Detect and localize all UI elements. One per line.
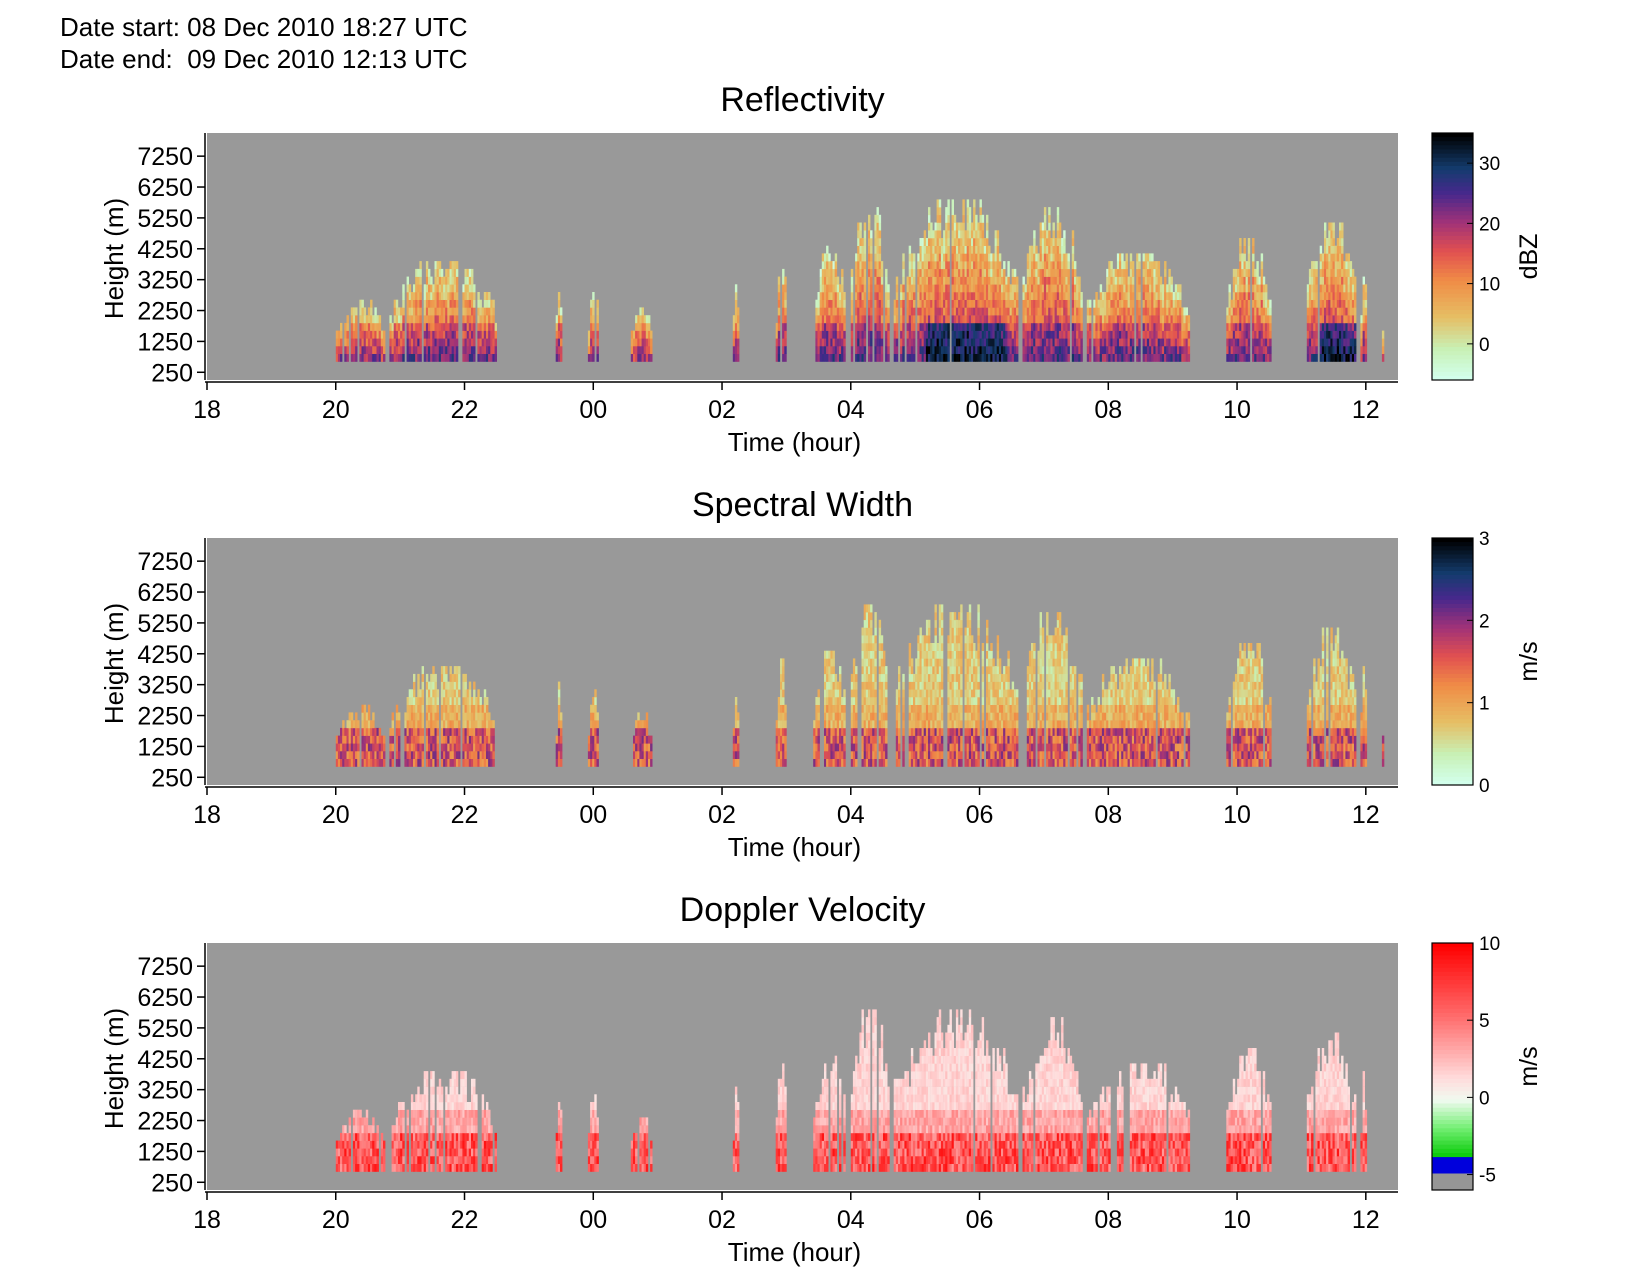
x-tick-label: 18: [193, 801, 221, 829]
y-tick-label: 5250: [137, 205, 193, 233]
x-tick-label: 04: [837, 1206, 865, 1234]
x-tick-label: 20: [322, 801, 350, 829]
x-tick-label: 12: [1352, 801, 1380, 829]
y-axis-label: Height (m): [99, 603, 129, 724]
x-tick-label: 12: [1352, 396, 1380, 424]
y-tick-label: 6250: [137, 984, 193, 1012]
colorbar-label: m/s: [1515, 641, 1543, 681]
panel-doppler-velocity: Doppler Velocity250125022503250425052506…: [99, 891, 1543, 1267]
date-start-text: Date start: 08 Dec 2010 18:27 UTC: [60, 12, 468, 42]
colorbar-tick-label: 1: [1479, 694, 1490, 715]
y-tick-label: 2250: [137, 298, 193, 326]
x-tick-label: 22: [451, 1206, 479, 1234]
y-tick-label: 1250: [137, 1138, 193, 1166]
y-tick-label: 2250: [137, 1108, 193, 1136]
y-tick-label: 250: [151, 764, 193, 792]
y-tick-label: 3250: [137, 1077, 193, 1105]
x-tick-label: 10: [1223, 801, 1251, 829]
x-axis-label: Time (hour): [728, 1237, 861, 1267]
colorbar-tick-label: 30: [1479, 154, 1500, 175]
colorbar-tick-label: 2: [1479, 611, 1490, 632]
x-tick-label: 02: [708, 396, 736, 424]
colorbar-tick-label: 0: [1479, 1088, 1490, 1109]
y-tick-label: 1250: [137, 733, 193, 761]
x-axis-label: Time (hour): [728, 427, 861, 457]
y-tick-label: 2250: [137, 703, 193, 731]
x-tick-label: 00: [579, 396, 607, 424]
y-tick-label: 3250: [137, 672, 193, 700]
x-tick-label: 02: [708, 801, 736, 829]
y-tick-label: 5250: [137, 610, 193, 638]
y-tick-label: 4250: [137, 1046, 193, 1074]
x-tick-label: 06: [966, 801, 994, 829]
colorbar-tick-label: 10: [1479, 934, 1500, 955]
y-tick-label: 4250: [137, 641, 193, 669]
date-end-text: Date end: 09 Dec 2010 12:13 UTC: [60, 44, 468, 74]
echo-cells: [335, 604, 1385, 767]
x-tick-label: 02: [708, 1206, 736, 1234]
x-tick-label: 06: [966, 396, 994, 424]
x-tick-label: 22: [451, 801, 479, 829]
y-tick-label: 7250: [137, 953, 193, 981]
x-tick-label: 12: [1352, 1206, 1380, 1234]
x-tick-label: 08: [1094, 801, 1122, 829]
y-tick-label: 6250: [137, 579, 193, 607]
y-axis-label: Height (m): [99, 1008, 129, 1129]
y-tick-label: 5250: [137, 1015, 193, 1043]
echo-cells: [335, 1009, 1368, 1172]
colorbar: 0 1 2 3 m/s: [1431, 529, 1543, 797]
x-tick-label: 00: [579, 801, 607, 829]
x-tick-label: 20: [322, 396, 350, 424]
colorbar-tick-label: -5: [1479, 1166, 1496, 1187]
colorbar-label: dBZ: [1515, 234, 1543, 280]
colorbar: -5 0 5 10 m/s: [1431, 934, 1543, 1191]
x-tick-label: 18: [193, 396, 221, 424]
y-tick-label: 3250: [137, 267, 193, 295]
colorbar: 0 10 20 30 dBZ: [1431, 132, 1543, 381]
colorbar-tick-label: 10: [1479, 275, 1500, 296]
y-tick-label: 250: [151, 359, 193, 387]
plot-area: [207, 943, 1398, 1190]
y-tick-label: 250: [151, 1169, 193, 1197]
y-tick-label: 1250: [137, 328, 193, 356]
x-tick-label: 20: [322, 1206, 350, 1234]
y-tick-label: 7250: [137, 548, 193, 576]
x-tick-label: 04: [837, 801, 865, 829]
y-axis-label: Height (m): [99, 198, 129, 319]
x-tick-label: 08: [1094, 396, 1122, 424]
x-tick-label: 18: [193, 1206, 221, 1234]
y-tick-label: 6250: [137, 174, 193, 202]
echo-cells: [335, 199, 1385, 362]
x-tick-label: 10: [1223, 396, 1251, 424]
colorbar-tick-label: 20: [1479, 214, 1500, 235]
colorbar-tick-label: 0: [1479, 776, 1490, 797]
colorbar-label: m/s: [1515, 1046, 1543, 1086]
x-axis-label: Time (hour): [728, 832, 861, 862]
chart-title: Spectral Width: [692, 486, 913, 524]
y-tick-label: 7250: [137, 143, 193, 171]
colorbar-tick-label: 5: [1479, 1011, 1490, 1032]
colorbar-tick-label: 0: [1479, 335, 1490, 356]
x-tick-label: 00: [579, 1206, 607, 1234]
x-tick-label: 10: [1223, 1206, 1251, 1234]
colorbar-tick-label: 3: [1479, 529, 1490, 550]
chart-title: Reflectivity: [720, 81, 884, 119]
y-tick-label: 4250: [137, 236, 193, 264]
x-tick-label: 22: [451, 396, 479, 424]
x-tick-label: 04: [837, 396, 865, 424]
plot-area: [207, 538, 1398, 785]
x-tick-label: 08: [1094, 1206, 1122, 1234]
x-tick-label: 06: [966, 1206, 994, 1234]
plot-area: [207, 133, 1398, 380]
chart-title: Doppler Velocity: [680, 891, 926, 929]
